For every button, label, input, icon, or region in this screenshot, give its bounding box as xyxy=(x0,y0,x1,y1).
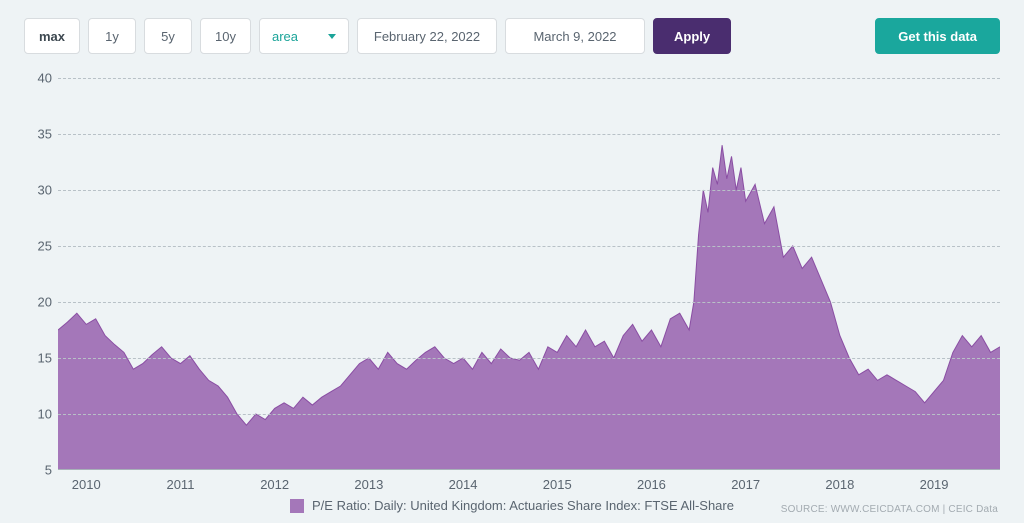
x-tick-label: 2018 xyxy=(825,477,854,492)
chart: 5101520253035402010201120122013201420152… xyxy=(12,78,1012,470)
x-tick-label: 2019 xyxy=(920,477,949,492)
chart-type-label: area xyxy=(272,29,298,44)
gridline xyxy=(58,414,1000,415)
gridline xyxy=(58,358,1000,359)
x-tick-label: 2011 xyxy=(166,477,194,492)
range-button-5y[interactable]: 5y xyxy=(144,18,192,54)
x-tick-label: 2013 xyxy=(354,477,383,492)
apply-button[interactable]: Apply xyxy=(653,18,731,54)
area-series xyxy=(58,78,1000,470)
x-tick-label: 2014 xyxy=(449,477,478,492)
chevron-down-icon xyxy=(328,34,336,39)
range-button-10y[interactable]: 10y xyxy=(200,18,251,54)
source-text: SOURCE: WWW.CEICDATA.COM | CEIC Data xyxy=(781,504,998,515)
y-tick-label: 10 xyxy=(24,407,52,422)
x-tick-label: 2015 xyxy=(543,477,572,492)
gridline xyxy=(58,190,1000,191)
y-tick-label: 40 xyxy=(24,71,52,86)
chart-type-select[interactable]: area xyxy=(259,18,349,54)
y-tick-label: 5 xyxy=(24,463,52,478)
legend-swatch xyxy=(290,499,304,513)
y-tick-label: 35 xyxy=(24,127,52,142)
x-tick-label: 2010 xyxy=(72,477,101,492)
get-data-button[interactable]: Get this data xyxy=(875,18,1000,54)
toolbar: max1y5y10y area February 22, 2022 March … xyxy=(12,18,1012,54)
gridline xyxy=(58,302,1000,303)
y-tick-label: 25 xyxy=(24,239,52,254)
y-tick-label: 20 xyxy=(24,295,52,310)
x-tick-label: 2016 xyxy=(637,477,666,492)
date-to-input[interactable]: March 9, 2022 xyxy=(505,18,645,54)
y-tick-label: 15 xyxy=(24,351,52,366)
range-button-1y[interactable]: 1y xyxy=(88,18,136,54)
gridline xyxy=(58,78,1000,79)
y-tick-label: 30 xyxy=(24,183,52,198)
legend-label: P/E Ratio: Daily: United Kingdom: Actuar… xyxy=(312,498,734,513)
gridline xyxy=(58,134,1000,135)
x-tick-label: 2017 xyxy=(731,477,760,492)
range-button-max[interactable]: max xyxy=(24,18,80,54)
gridline xyxy=(58,246,1000,247)
date-from-input[interactable]: February 22, 2022 xyxy=(357,18,497,54)
x-tick-label: 2012 xyxy=(260,477,289,492)
